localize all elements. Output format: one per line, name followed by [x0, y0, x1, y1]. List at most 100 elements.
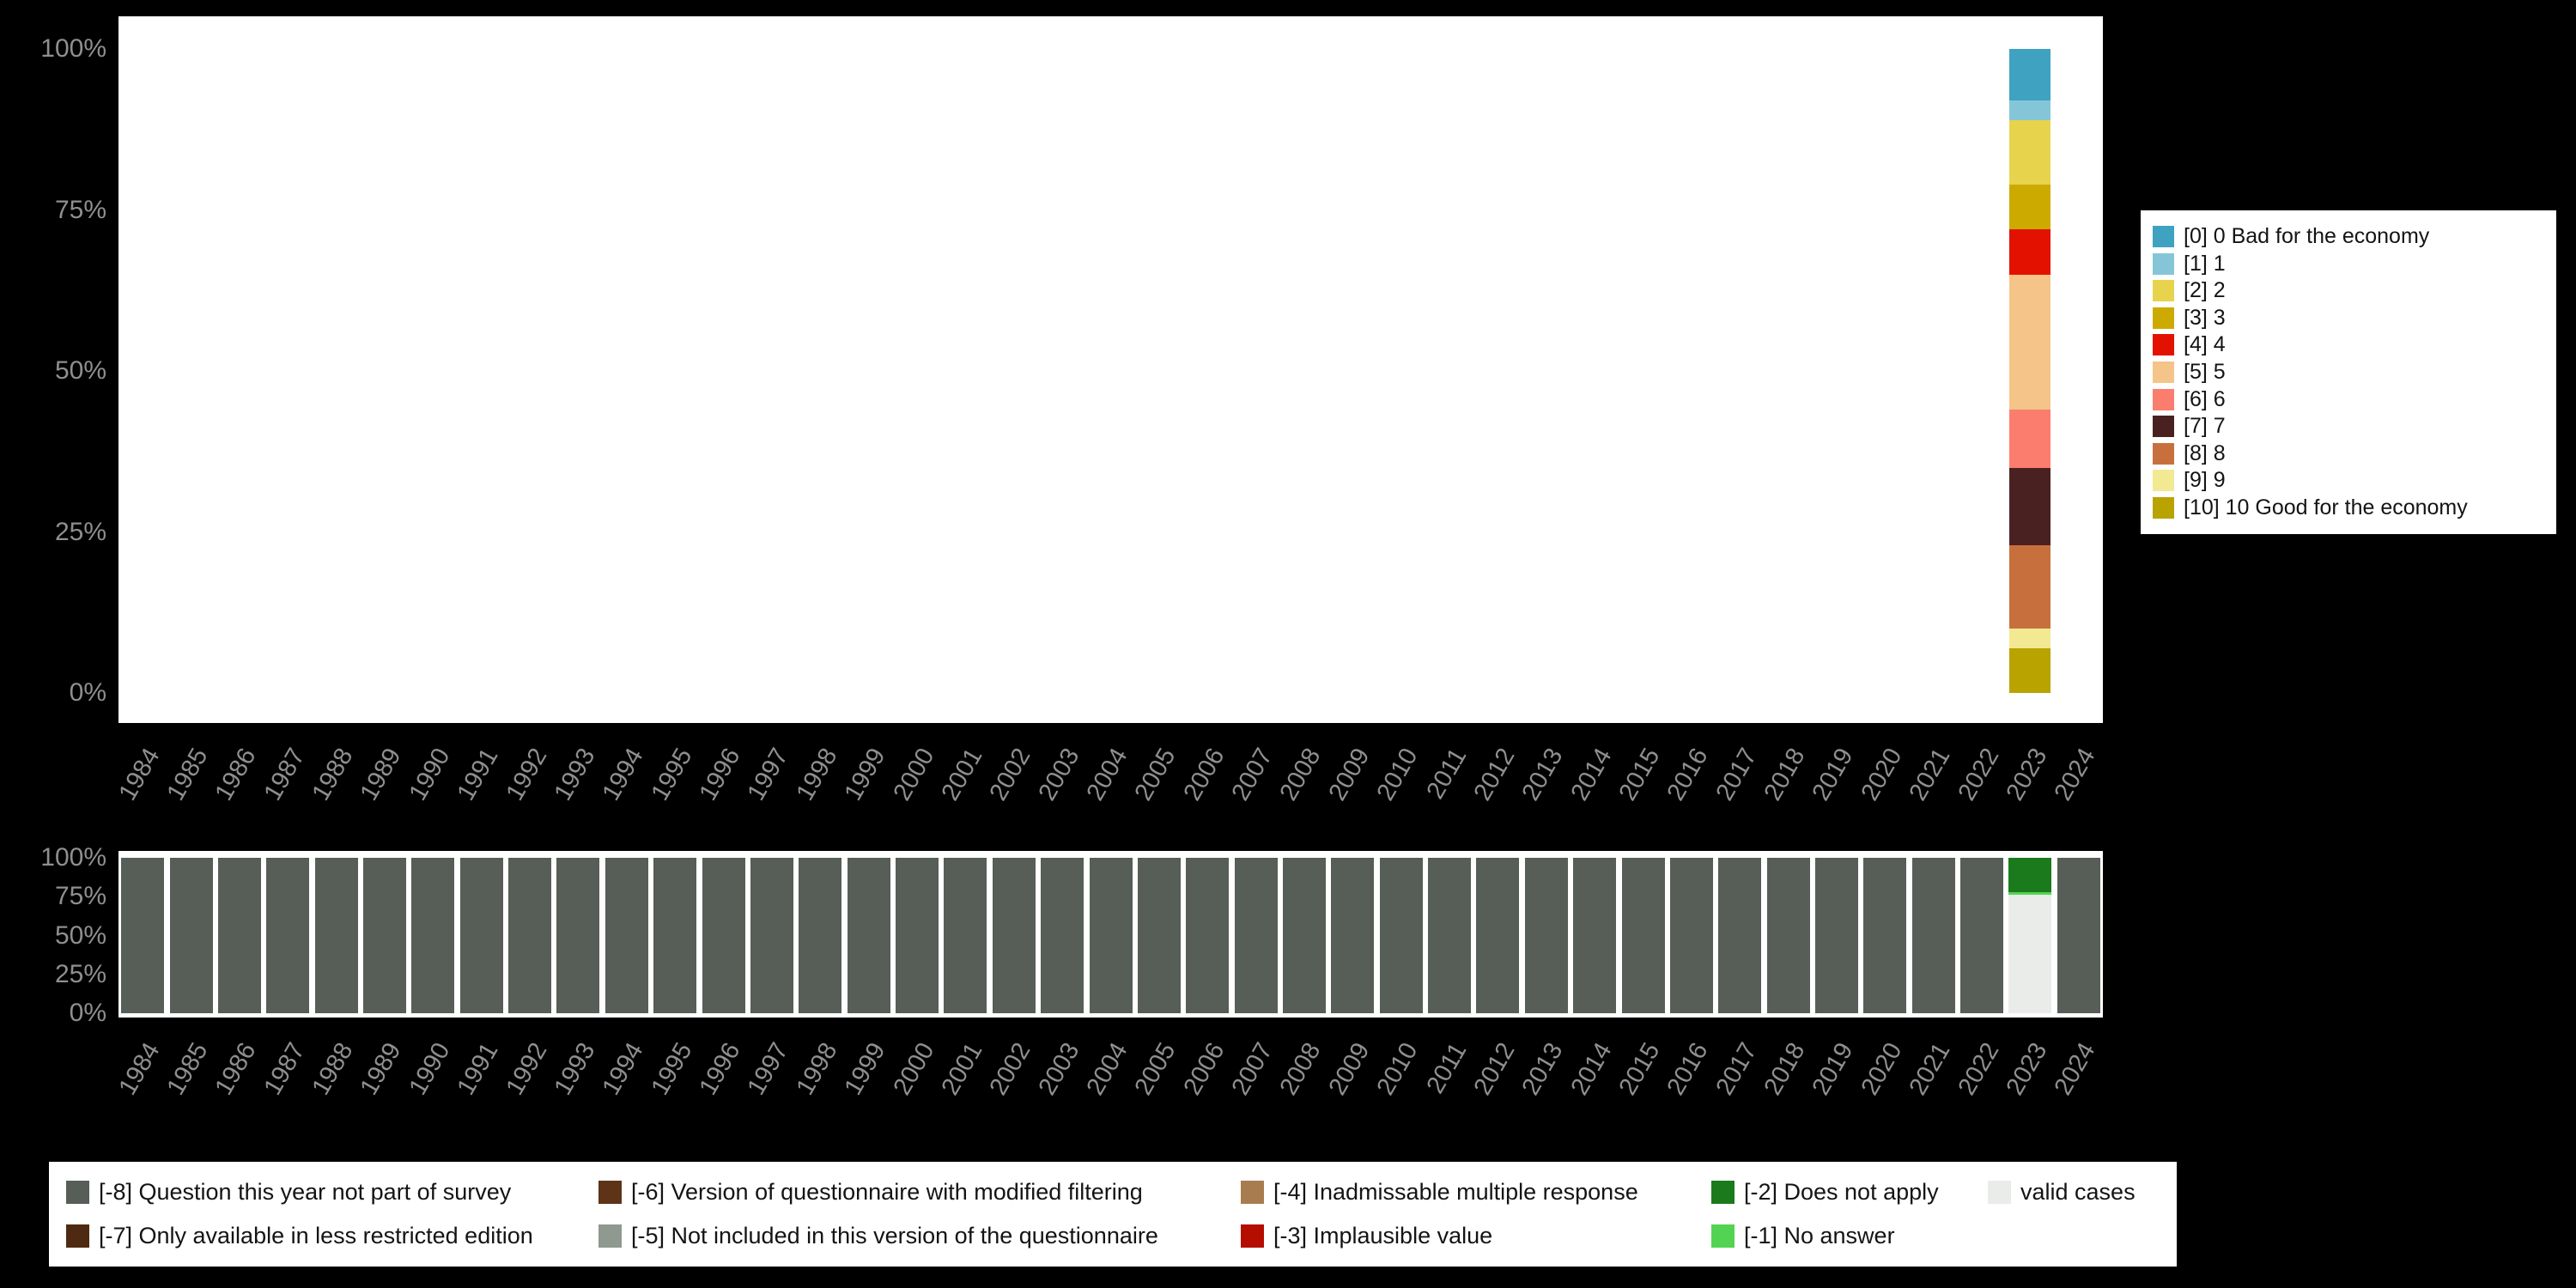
- x-tick-label: 2019: [1807, 1038, 1859, 1100]
- x-tick-label: 1999: [839, 1038, 891, 1100]
- x-tick-label: 2013: [1516, 744, 1569, 805]
- x-tick-label: 2009: [1323, 1038, 1376, 1100]
- legend-item: [1] 1: [2153, 252, 2544, 276]
- x-tick-label: 1986: [210, 744, 262, 805]
- legend-swatch: [1241, 1181, 1264, 1204]
- y-tick-label: 100%: [40, 34, 106, 63]
- x-tick-label: 2005: [1129, 744, 1182, 805]
- bar-segment: [2008, 858, 2052, 892]
- x-tick-label: 2017: [1710, 744, 1763, 805]
- legend-item: [-1] No answer: [1711, 1223, 1988, 1249]
- x-tick-label: 2018: [1759, 1038, 1811, 1100]
- bar-segment: [2009, 544, 2051, 629]
- x-tick-label: 2009: [1323, 744, 1376, 805]
- bar-segment: [1137, 858, 1181, 1013]
- legend-label: [-8] Question this year not part of surv…: [99, 1179, 512, 1205]
- x-tick-label: 2002: [984, 1038, 1036, 1100]
- x-tick-label: 2023: [2001, 744, 2053, 805]
- legend-swatch: [2153, 307, 2174, 329]
- bar-segment: [944, 858, 987, 1013]
- bar-segment: [217, 858, 261, 1013]
- x-tick-label: 1988: [307, 744, 359, 805]
- y-tick-label: 0%: [69, 678, 106, 707]
- legend-item: [2] 2: [2153, 278, 2544, 303]
- x-tick-label: 2022: [1953, 744, 2005, 805]
- legend-label: [5] 5: [2184, 359, 2226, 384]
- bar-segment: [1282, 858, 1326, 1013]
- y-tick-label: 75%: [54, 882, 106, 911]
- x-tick-label: 2007: [1226, 1038, 1279, 1100]
- legend-label: [-1] No answer: [1744, 1223, 1895, 1249]
- legend-item: [-2] Does not apply: [1711, 1179, 1988, 1206]
- legend-swatch: [1988, 1181, 2011, 1204]
- bar-segment: [1089, 858, 1133, 1013]
- x-tick-label: 1996: [694, 1038, 746, 1100]
- x-tick-label: 2019: [1807, 744, 1859, 805]
- x-tick-label: 2005: [1129, 1038, 1182, 1100]
- legend-label: [2] 2: [2184, 278, 2226, 303]
- legend-label: [7] 7: [2184, 414, 2226, 439]
- bar-segment: [702, 858, 745, 1013]
- y-tick-label: 50%: [54, 356, 106, 385]
- x-tick-label: 2010: [1371, 1038, 1424, 1100]
- bar-segment: [2009, 647, 2051, 693]
- legend-swatch: [1711, 1181, 1735, 1204]
- x-tick-label: 1991: [452, 744, 504, 805]
- x-tick-label: 2003: [1033, 744, 1085, 805]
- legend-label: [-6] Version of questionnaire with modif…: [631, 1179, 1143, 1205]
- bar-segment: [169, 858, 213, 1013]
- x-tick-label: 2001: [936, 1038, 988, 1100]
- legend-swatch: [2153, 226, 2174, 247]
- legend-item: [-7] Only available in less restricted e…: [66, 1223, 598, 1249]
- legend-swatch: [2153, 280, 2174, 302]
- x-tick-label: 1984: [113, 1038, 166, 1100]
- answers-distribution-plot: [118, 16, 2103, 723]
- legend-swatch: [2153, 470, 2174, 492]
- x-tick-label: 2002: [984, 744, 1036, 805]
- x-tick-label: 1986: [210, 1038, 262, 1100]
- x-tick-label: 1997: [742, 1038, 794, 1100]
- bar-segment: [556, 858, 600, 1013]
- bar-segment: [2008, 895, 2052, 1013]
- legend-label: [10] 10 Good for the economy: [2184, 495, 2468, 519]
- bar-segment: [799, 858, 842, 1013]
- x-tick-label: 1989: [355, 1038, 407, 1100]
- bar-segment: [1911, 858, 1955, 1013]
- x-tick-label: 2010: [1371, 744, 1424, 805]
- legend-item: [-3] Implausible value: [1241, 1223, 1711, 1249]
- bar-segment: [363, 858, 406, 1013]
- x-tick-label: 1987: [258, 1038, 311, 1100]
- bar-segment: [750, 858, 793, 1013]
- x-tick-label: 1993: [549, 1038, 601, 1100]
- x-tick-label: 1988: [307, 1038, 359, 1100]
- x-tick-label: 1985: [161, 1038, 214, 1100]
- legend-swatch: [2153, 416, 2174, 438]
- x-tick-label: 2014: [1565, 744, 1618, 805]
- legend-label: [-3] Implausible value: [1273, 1223, 1493, 1249]
- x-tick-label: 2016: [1662, 744, 1714, 805]
- bar-segment: [2009, 629, 2051, 648]
- bar-segment: [2009, 119, 2051, 185]
- legend-item: [7] 7: [2153, 414, 2544, 439]
- bar-segment: [1476, 858, 1520, 1013]
- x-tick-label: 1999: [839, 744, 891, 805]
- x-tick-label: 2016: [1662, 1038, 1714, 1100]
- legend-item: [9] 9: [2153, 468, 2544, 493]
- bar-segment: [1041, 858, 1084, 1013]
- x-tick-label: 1989: [355, 744, 407, 805]
- legend-item: [5] 5: [2153, 360, 2544, 385]
- x-tick-label: 2008: [1274, 1038, 1327, 1100]
- x-tick-label: 1991: [452, 1038, 504, 1100]
- legend-swatch: [2153, 334, 2174, 356]
- legend-swatch: [2153, 388, 2174, 410]
- bar-segment: [1428, 858, 1472, 1013]
- x-tick-label: 2000: [888, 1038, 940, 1100]
- x-tick-label: 2020: [1856, 1038, 1908, 1100]
- legend-swatch: [2153, 496, 2174, 519]
- y-tick-label: 0%: [69, 999, 106, 1027]
- bar-segment: [411, 858, 455, 1013]
- x-tick-label: 1995: [646, 744, 698, 805]
- bar-segment: [266, 858, 310, 1013]
- x-tick-label: 2022: [1953, 1038, 2005, 1100]
- x-tick-label: 2006: [1178, 744, 1230, 805]
